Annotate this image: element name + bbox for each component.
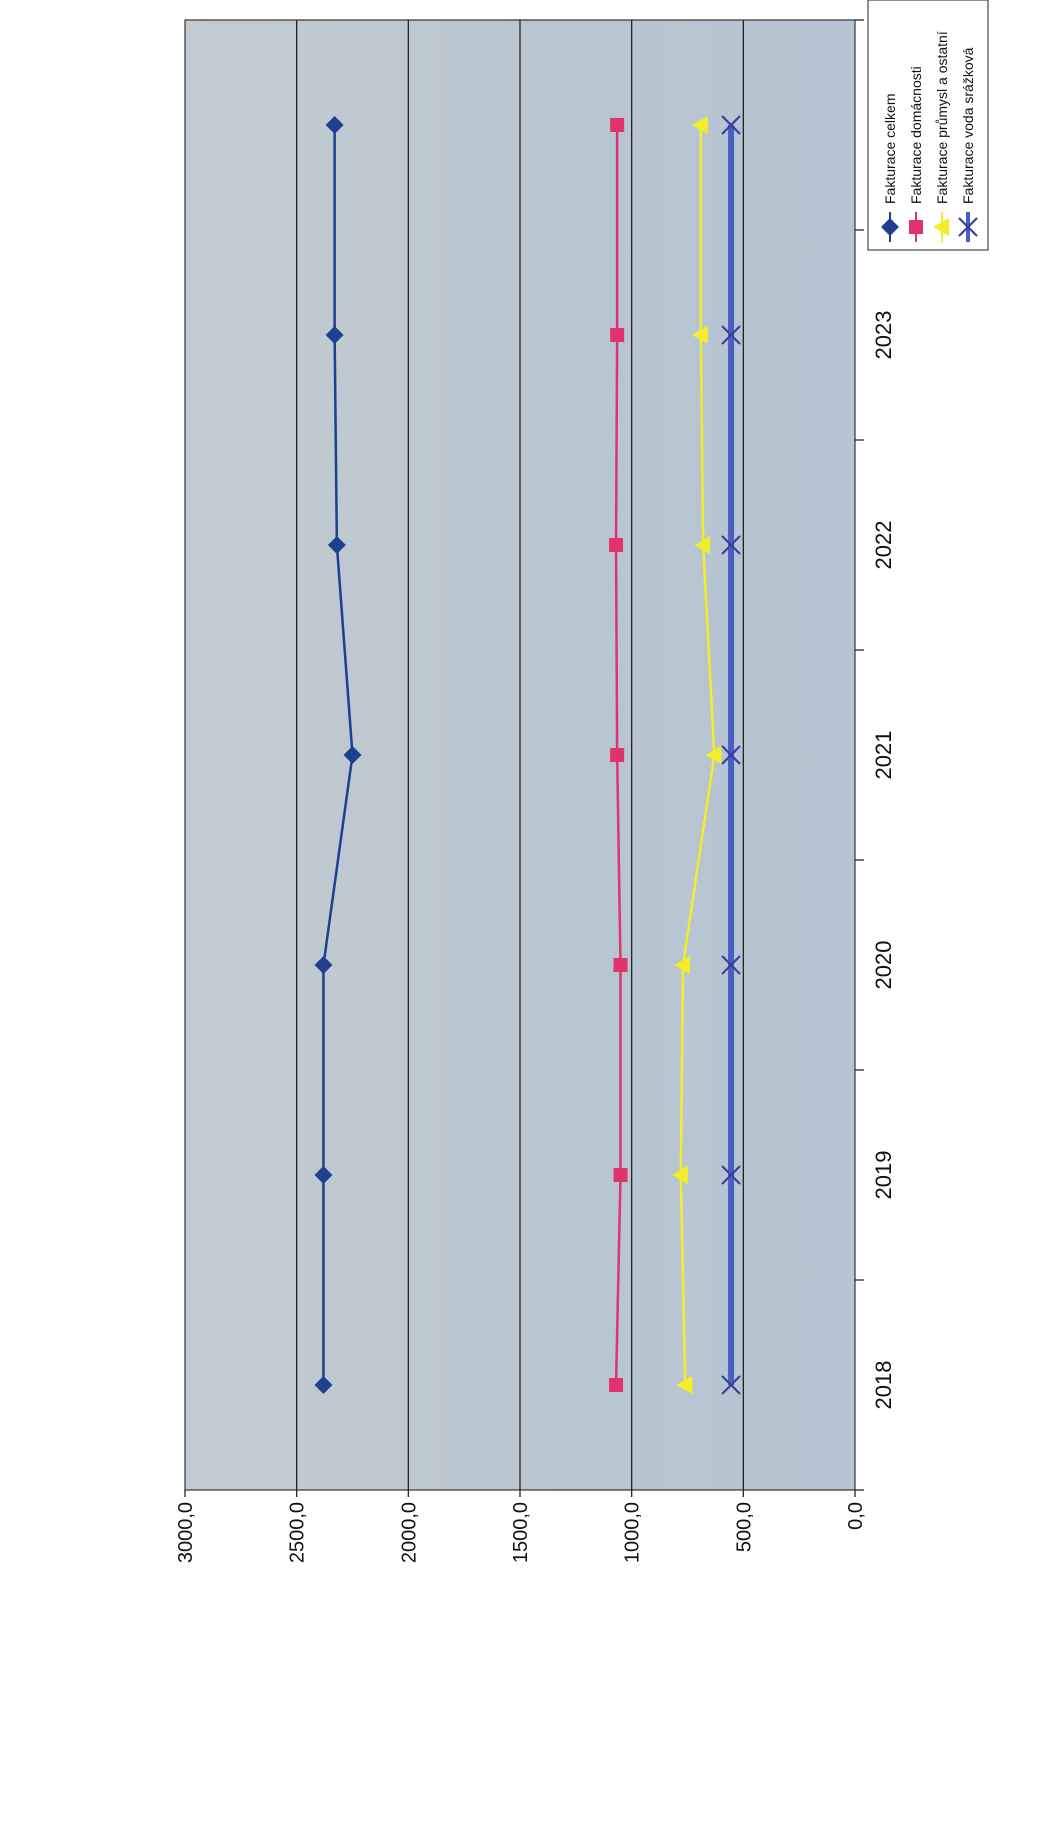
data-point — [314, 1166, 333, 1184]
y-tick-label: 1000,0 — [622, 1502, 644, 1563]
legend-box — [867, 0, 989, 251]
legend-item: Fakturace celkem — [881, 94, 899, 242]
data-point — [610, 328, 625, 342]
legend-item: Fakturace domácnosti — [908, 66, 924, 242]
data-point — [721, 325, 741, 345]
data-point — [721, 115, 741, 135]
data-point — [671, 1166, 688, 1184]
data-point — [881, 218, 899, 236]
data-point — [609, 1378, 624, 1392]
legend: Fakturace celkem Fakturace domácnosti Fakt… — [867, 0, 989, 251]
data-point — [705, 746, 722, 764]
data-point — [674, 956, 691, 974]
x-tick-label: 2018 — [871, 1361, 896, 1410]
data-point — [721, 745, 741, 765]
data-point — [721, 535, 741, 555]
data-point — [325, 326, 344, 344]
legend-label: Fakturace celkem — [882, 94, 898, 204]
y-tick-label: 1500,0 — [510, 1502, 532, 1563]
data-point — [721, 1375, 741, 1395]
series — [721, 115, 741, 1395]
data-point — [676, 1376, 693, 1394]
data-point — [613, 1168, 628, 1182]
x-tick-label: 2020 — [871, 941, 896, 990]
x-tick-label: 2023 — [871, 311, 896, 360]
legend-label: Fakturace domácnosti — [908, 66, 924, 204]
legend-label: Fakturace voda srážková — [960, 47, 976, 204]
y-tick-label: 3000,0 — [175, 1502, 197, 1563]
data-point — [610, 118, 625, 132]
legend-label: Fakturace průmysl a ostatní — [934, 31, 950, 204]
y-tick-label: 0,0 — [845, 1502, 867, 1530]
data-point — [721, 1165, 741, 1185]
y-tick-label: 2500,0 — [287, 1502, 309, 1563]
series-layer — [314, 115, 741, 1395]
legend-item: Fakturace voda srážková — [958, 47, 978, 242]
data-point — [314, 1376, 333, 1394]
data-point — [909, 220, 923, 234]
x-tick-label: 2022 — [871, 521, 896, 570]
data-point — [694, 536, 711, 554]
data-point — [691, 326, 708, 344]
data-point — [609, 538, 624, 552]
x-tick-label: 2021 — [871, 731, 896, 780]
series — [671, 116, 722, 1394]
data-point — [327, 536, 346, 554]
data-point — [343, 746, 362, 764]
gridlines — [296, 20, 744, 1490]
data-point — [613, 958, 628, 972]
series — [314, 116, 362, 1394]
y-tick-label: 2000,0 — [398, 1502, 420, 1563]
data-point — [314, 956, 333, 974]
legend-item: Fakturace průmysl a ostatní — [933, 31, 950, 242]
data-point — [325, 116, 344, 134]
series — [609, 118, 628, 1392]
data-point — [721, 955, 741, 975]
data-point — [691, 116, 708, 134]
y-tick-label: 500,0 — [733, 1502, 755, 1552]
data-point — [610, 748, 625, 762]
data-point — [958, 217, 978, 237]
data-point — [933, 218, 949, 236]
x-tick-label: 2019 — [871, 1151, 896, 1200]
